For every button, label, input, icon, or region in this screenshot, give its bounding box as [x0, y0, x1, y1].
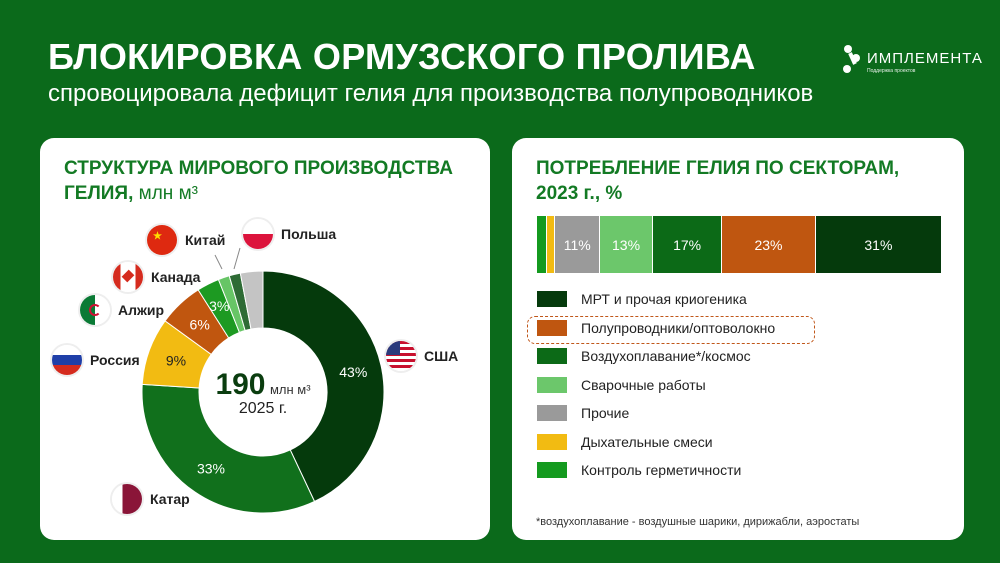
canada-flag-icon: [113, 262, 143, 292]
bar-segment: [547, 216, 556, 273]
donut-center: 190 млн м³ 2025 г.: [215, 368, 311, 417]
russia-flag-icon: [52, 345, 82, 375]
legend-label: Полупроводники/оптоволокно: [581, 319, 776, 336]
country-canada: Канада: [113, 262, 200, 292]
legend-item: МРТ и прочая криогеника: [537, 291, 747, 307]
legend-label: Дыхательные смеси: [581, 433, 713, 450]
country-poland: Польша: [243, 219, 336, 249]
legend-item: Дыхательные смеси: [537, 433, 713, 450]
legend-swatch: [537, 291, 567, 307]
slice-label: 33%: [197, 461, 225, 477]
logo-name: ИМПЛЕМЕНТА: [867, 50, 983, 67]
donut-slice: [262, 270, 385, 503]
consumption-title: ПОТРЕБЛЕНИЕ ГЕЛИЯ ПО СЕКТОРАМ, 2023 г., …: [536, 158, 900, 204]
slice-label: 9%: [166, 353, 186, 369]
legend-swatch: [537, 462, 567, 478]
bar-segment: 17%: [653, 216, 723, 273]
bar-segment: 23%: [722, 216, 816, 273]
highlight-box: [527, 316, 815, 344]
bar-segment: [537, 216, 548, 273]
page-subtitle: спровоцировала дефицит гелия для произво…: [48, 80, 814, 107]
poland-flag-icon: [243, 219, 273, 249]
country-russia: Россия: [52, 345, 140, 375]
bar-segment: 31%: [815, 216, 942, 273]
legend-label: Сварочные работы: [581, 376, 706, 393]
footnote: *воздухоплавание - воздушные шарики, дир…: [536, 516, 860, 528]
production-title: СТРУКТУРА МИРОВОГО ПРОИЗВОДСТВА ГЕЛИЯ, м…: [64, 158, 453, 204]
legend-swatch: [537, 405, 567, 421]
country-usa: США: [386, 341, 458, 371]
legend-item: Контроль герметичности: [537, 462, 741, 478]
legend-label: Воздухоплавание*/космос: [581, 348, 751, 364]
legend-label: Прочие: [581, 405, 630, 421]
qatar-flag-icon: [112, 484, 142, 514]
production-card: СТРУКТУРА МИРОВОГО ПРОИЗВОДСТВА ГЕЛИЯ, м…: [40, 138, 490, 540]
consumption-card: ПОТРЕБЛЕНИЕ ГЕЛИЯ ПО СЕКТОРАМ, 2023 г., …: [512, 138, 964, 540]
slice-label: 6%: [190, 317, 210, 333]
legend-swatch: [537, 319, 567, 336]
legend-label: Контроль герметичности: [581, 462, 742, 478]
legend-item: Прочие: [537, 405, 629, 421]
donut-chart: 43% 33% 9% 6% 3%: [141, 270, 385, 514]
legend-swatch: [537, 348, 567, 364]
country-china: ★ Китай: [147, 225, 225, 255]
donut-slice: [239, 270, 264, 330]
bar-segment: 11%: [555, 216, 601, 273]
bar-segment: 13%: [600, 216, 653, 273]
page-title: БЛОКИРОВКА ОРМУЗСКОГО ПРОЛИВА: [48, 36, 756, 77]
algeria-flag-icon: [80, 295, 110, 325]
slice-label: 3%: [209, 298, 229, 314]
legend-item: Воздухоплавание*/космос: [537, 348, 751, 364]
country-algeria: Алжир: [80, 295, 164, 325]
legend-label: МРТ и прочая криогеника: [581, 291, 747, 307]
legend-swatch: [537, 376, 567, 393]
legend-swatch: [537, 433, 567, 450]
donut-slice: [141, 383, 316, 514]
china-flag-icon: ★: [147, 225, 177, 255]
legend-item: Полупроводники/оптоволокно: [537, 319, 776, 336]
slice-label: 43%: [339, 364, 367, 380]
logo-tagline: Поддержка проектов: [867, 68, 916, 74]
usa-flag-icon: [386, 341, 416, 371]
logo-icon: [843, 45, 860, 73]
legend-item: Сварочные работы: [537, 376, 706, 393]
country-qatar: Катар: [112, 484, 190, 514]
